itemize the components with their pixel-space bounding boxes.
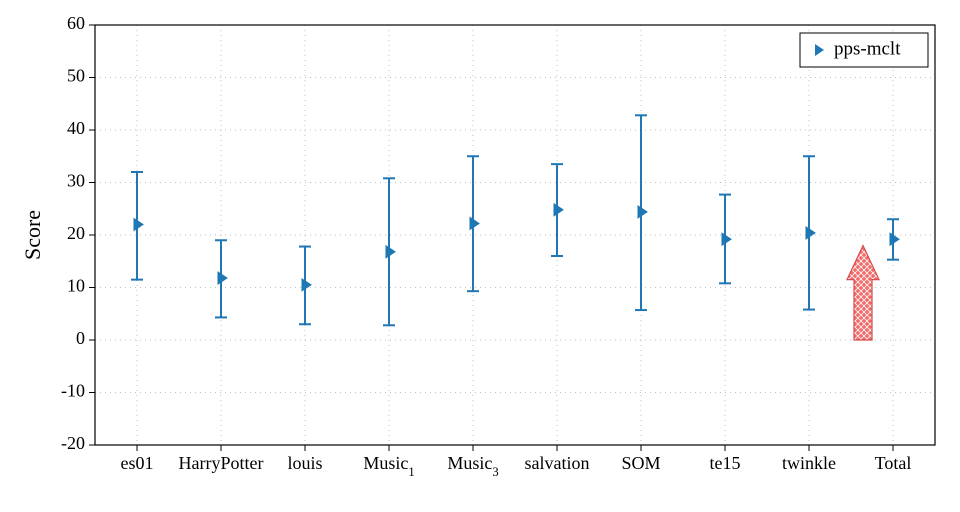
errorbar-chart: -20-100102030405060es01HarryPotterlouisM… bbox=[0, 0, 960, 512]
chart-svg: -20-100102030405060es01HarryPotterlouisM… bbox=[0, 0, 960, 512]
svg-text:Total: Total bbox=[875, 453, 912, 473]
svg-text:40: 40 bbox=[67, 118, 85, 138]
svg-text:pps-mclt: pps-mclt bbox=[834, 38, 901, 59]
svg-text:Score: Score bbox=[20, 210, 45, 260]
svg-text:salvation: salvation bbox=[525, 453, 590, 473]
svg-text:SOM: SOM bbox=[621, 453, 660, 473]
svg-text:60: 60 bbox=[67, 13, 85, 33]
svg-text:te15: te15 bbox=[710, 453, 741, 473]
svg-text:10: 10 bbox=[67, 276, 85, 296]
svg-text:HarryPotter: HarryPotter bbox=[179, 453, 264, 473]
svg-text:20: 20 bbox=[67, 223, 85, 243]
svg-text:30: 30 bbox=[67, 171, 85, 191]
svg-text:es01: es01 bbox=[121, 453, 154, 473]
svg-text:louis: louis bbox=[287, 453, 322, 473]
svg-text:twinkle: twinkle bbox=[782, 453, 836, 473]
svg-text:50: 50 bbox=[67, 66, 85, 86]
svg-text:-10: -10 bbox=[61, 381, 85, 401]
svg-text:-20: -20 bbox=[61, 433, 85, 453]
svg-text:0: 0 bbox=[76, 328, 85, 348]
